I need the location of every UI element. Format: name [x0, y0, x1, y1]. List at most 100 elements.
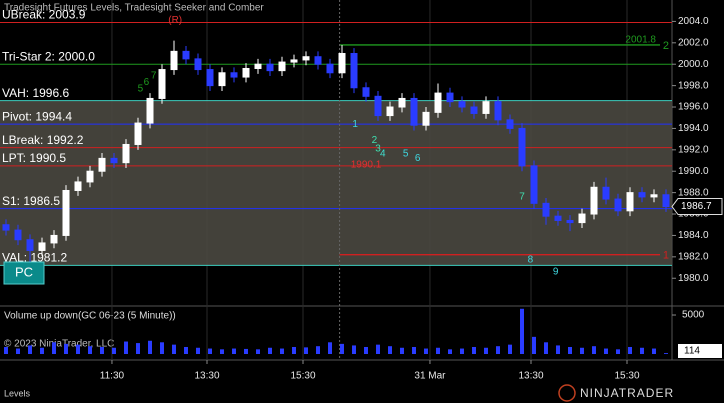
candle-body — [98, 157, 106, 172]
level-label: LPT: 1990.5 — [2, 151, 66, 165]
volume-bar — [16, 348, 20, 354]
volume-bar — [544, 342, 548, 354]
volume-bar — [508, 344, 512, 354]
candle-body — [170, 50, 178, 71]
candle-body — [362, 87, 370, 97]
candle-body — [554, 215, 562, 221]
candle-body — [590, 186, 598, 215]
volume-bar — [196, 347, 200, 354]
volume-bar — [76, 344, 80, 354]
x-tick-label: 11:30 — [100, 371, 125, 382]
y-tick-label: 2000.0 — [678, 59, 709, 70]
volume-bar — [652, 348, 656, 354]
volume-bar — [100, 346, 104, 354]
value-area — [0, 100, 672, 266]
candle-body — [338, 53, 346, 74]
volume-title: Volume up down(GC 06-23 (5 Minute)) — [4, 311, 176, 322]
copyright: © 2023 NinjaTrader, LLC — [4, 339, 114, 350]
candle-body — [650, 194, 658, 198]
candle-body — [158, 69, 166, 99]
volume-bar — [592, 346, 596, 354]
candle-body — [290, 59, 298, 63]
volume-bar — [340, 343, 344, 354]
y-tick-label: 2004.0 — [678, 16, 709, 27]
volume-bar — [448, 349, 452, 354]
level-label: Tri-Star 2: 2000.0 — [2, 49, 95, 63]
y-tick-label: 1984.0 — [678, 230, 709, 241]
x-tick-label: 13:30 — [194, 371, 219, 382]
level-label: VAL: 1981.2 — [2, 251, 67, 265]
annotation: 6 — [415, 153, 421, 164]
candle-body — [398, 97, 406, 108]
annotation: (R) — [168, 15, 182, 26]
footer-tab[interactable]: Levels — [4, 388, 31, 398]
candle-body — [146, 97, 154, 124]
volume-bar — [532, 336, 536, 354]
last-price-box — [671, 198, 723, 216]
volume-bar — [604, 348, 608, 354]
y-tick-label: 1982.0 — [678, 251, 709, 262]
candle-body — [74, 181, 82, 191]
y-tick-label: 1988.0 — [678, 187, 709, 198]
annotation: 1990.1 — [351, 159, 382, 170]
brand-icon — [558, 384, 576, 402]
candle-body — [602, 186, 610, 200]
y-tick-label: 1994.0 — [678, 123, 709, 134]
volume-bar — [208, 348, 212, 354]
volume-bar — [232, 348, 236, 354]
y-tick-label: 1992.0 — [678, 144, 709, 155]
volume-bar — [412, 346, 416, 354]
volume-bar — [292, 346, 296, 354]
volume-bar — [640, 347, 644, 354]
last-volume: 114 — [684, 346, 700, 357]
annotation: 6 — [144, 77, 150, 88]
volume-bar — [28, 345, 32, 354]
candle-body — [422, 111, 430, 126]
volume-bar — [136, 343, 140, 354]
volume-bar — [436, 347, 440, 354]
annotation: 5 — [138, 83, 144, 94]
level-label: VAH: 1996.6 — [2, 86, 69, 100]
candle-body — [242, 67, 250, 78]
candle-body — [518, 127, 526, 167]
y-tick-label: 1990.0 — [678, 166, 709, 177]
volume-bar — [616, 349, 620, 354]
volume-bar — [376, 344, 380, 354]
y-tick-label: 1980.0 — [678, 273, 709, 284]
candle-body — [458, 101, 466, 108]
volume-bar — [244, 348, 248, 354]
annotation: 7 — [151, 71, 157, 82]
candle-body — [566, 219, 574, 224]
volume-bar — [88, 346, 92, 354]
level-label: S1: 1986.5 — [2, 194, 60, 208]
chart-title: Tradesight Futures Levels, Tradesight Se… — [4, 3, 264, 14]
volume-bar — [328, 342, 332, 354]
candle-body — [662, 194, 670, 208]
candle-body — [350, 53, 358, 89]
pc-button[interactable] — [3, 261, 45, 285]
candle-body — [62, 189, 70, 236]
x-tick-label: 13:30 — [518, 371, 543, 382]
candle-body — [578, 213, 586, 224]
candle-body — [494, 101, 502, 121]
candle-body — [194, 58, 202, 71]
volume-bar — [568, 346, 572, 354]
volume-bar — [160, 342, 164, 354]
annotation: 1 — [352, 119, 358, 130]
pc-button-label[interactable]: PC — [15, 264, 33, 279]
candle-body — [50, 234, 58, 244]
level-label: Pivot: 1994.4 — [2, 109, 72, 123]
y-tick-label: 2002.0 — [678, 37, 709, 48]
volume-bar — [460, 348, 464, 354]
volume-bar — [4, 346, 8, 354]
volume-bar — [424, 348, 428, 354]
volume-bar — [580, 347, 584, 354]
candle-body — [386, 106, 394, 117]
candle-body — [230, 72, 238, 78]
volume-bar — [496, 346, 500, 354]
candle-body — [122, 143, 130, 164]
volume-bar — [556, 345, 560, 354]
candle-body — [266, 63, 274, 72]
last-volume-box — [678, 344, 722, 358]
